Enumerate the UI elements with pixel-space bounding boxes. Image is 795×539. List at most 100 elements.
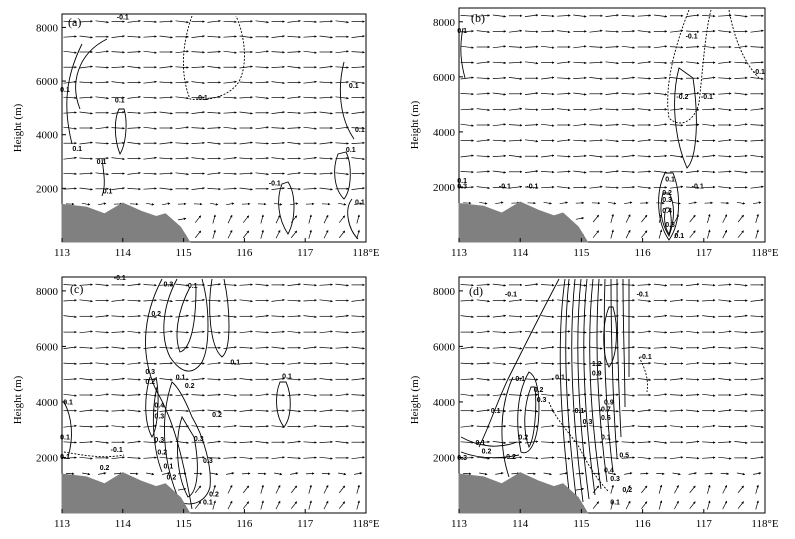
- wind-vector: [143, 377, 157, 381]
- wind-vector: [223, 35, 237, 38]
- wind-vector: [79, 111, 93, 115]
- wind-vector: [669, 315, 684, 318]
- wind-vector: [287, 50, 301, 53]
- contour-label: 0.3: [154, 437, 164, 444]
- wind-vector: [191, 425, 205, 429]
- panel-b-wind-vectors: [460, 14, 764, 239]
- wind-vector: [303, 362, 317, 366]
- wind-vector: [557, 440, 571, 444]
- contour-label: 0.9: [592, 371, 602, 378]
- wind-vector: [212, 484, 216, 494]
- contour-label: 0.1: [164, 464, 174, 471]
- wind-vector: [227, 485, 233, 494]
- wind-vector: [223, 424, 237, 428]
- contour-label: -0.1: [692, 183, 704, 190]
- wind-vector: [637, 378, 652, 382]
- contour-label: -0.1: [196, 95, 208, 102]
- wind-vector: [621, 441, 636, 444]
- wind-vector: [207, 111, 221, 115]
- wind-vector: [524, 14, 539, 17]
- wind-vector: [508, 185, 523, 189]
- wind-vector: [476, 14, 491, 17]
- wind-vector: [637, 92, 652, 95]
- wind-vector: [658, 484, 663, 494]
- contour-label: 0.6: [601, 415, 611, 422]
- wind-vector: [637, 283, 652, 286]
- wind-vector: [79, 425, 93, 429]
- panel-d-plot: -0.1 -0.1-0.11.20.90.1 0.10.20.3-0.10.90.7…: [457, 276, 766, 514]
- wind-vector: [111, 187, 125, 190]
- wind-vector: [351, 127, 365, 130]
- wind-vector: [127, 142, 141, 145]
- wind-vector: [737, 501, 744, 509]
- wind-vector: [274, 472, 283, 476]
- wind-vector: [79, 65, 93, 69]
- wind-vector: [653, 441, 668, 444]
- wind-vector: [239, 96, 253, 99]
- wind-vector: [718, 14, 732, 17]
- wind-vector: [175, 362, 189, 366]
- wind-vector: [63, 283, 77, 287]
- wind-vector: [669, 61, 684, 64]
- wind-vector: [476, 60, 491, 64]
- wind-vector: [589, 155, 603, 158]
- wind-vector: [750, 124, 764, 127]
- wind-vector: [79, 440, 93, 444]
- contour-label: 0.2: [100, 465, 110, 472]
- wind-vector: [95, 314, 109, 318]
- wind-vector: [319, 157, 333, 160]
- wind-vector: [287, 456, 301, 460]
- wind-vector: [257, 472, 267, 476]
- wind-vector: [191, 394, 205, 397]
- wind-vector: [338, 202, 347, 206]
- wind-vector: [718, 92, 732, 95]
- wind-vector: [557, 155, 571, 158]
- wind-vector: [159, 425, 173, 429]
- wind-vector: [718, 155, 732, 158]
- wind-vector: [495, 472, 504, 475]
- y-tick-label: 2000: [36, 183, 59, 195]
- wind-vector: [242, 501, 250, 509]
- wind-vector: [653, 92, 668, 96]
- wind-vector: [79, 346, 93, 350]
- wind-vector: [686, 361, 700, 365]
- wind-vector: [653, 346, 668, 349]
- wind-vector: [541, 441, 555, 444]
- wind-vector: [541, 29, 555, 33]
- wind-vector: [702, 185, 716, 189]
- contour-label: -0.1: [117, 14, 129, 21]
- wind-vector: [492, 123, 507, 127]
- wind-vector: [637, 440, 652, 444]
- wind-vector: [476, 456, 491, 460]
- wind-vector: [290, 472, 299, 475]
- wind-vector: [63, 50, 77, 54]
- wind-vector: [319, 111, 333, 115]
- contour-label: -0.1: [686, 33, 698, 40]
- wind-vector: [95, 80, 109, 84]
- wind-vector: [734, 154, 748, 158]
- wind-vector: [159, 187, 173, 191]
- wind-vector: [335, 172, 349, 176]
- wind-vector: [223, 393, 237, 397]
- panel-c-label: (c): [70, 282, 83, 296]
- wind-vector: [559, 472, 569, 475]
- wind-vector: [223, 315, 237, 319]
- x-tick-label: 116: [236, 518, 253, 530]
- wind-vector: [718, 456, 732, 460]
- wind-vector: [271, 456, 285, 460]
- wind-vector: [95, 331, 109, 334]
- wind-vector: [335, 331, 349, 334]
- wind-vector: [653, 170, 668, 174]
- x-tick-label: 117: [297, 518, 314, 530]
- wind-vector: [223, 299, 237, 302]
- wind-vector: [573, 346, 587, 349]
- contour-label: 0.3: [457, 455, 467, 462]
- wind-vector: [637, 186, 652, 190]
- wind-vector: [95, 126, 109, 130]
- wind-vector: [674, 485, 679, 494]
- wind-vector: [79, 81, 93, 84]
- wind-vector: [319, 408, 333, 412]
- wind-vector: [621, 377, 636, 381]
- wind-vector: [653, 283, 668, 287]
- contour-label: 0.9: [604, 400, 614, 407]
